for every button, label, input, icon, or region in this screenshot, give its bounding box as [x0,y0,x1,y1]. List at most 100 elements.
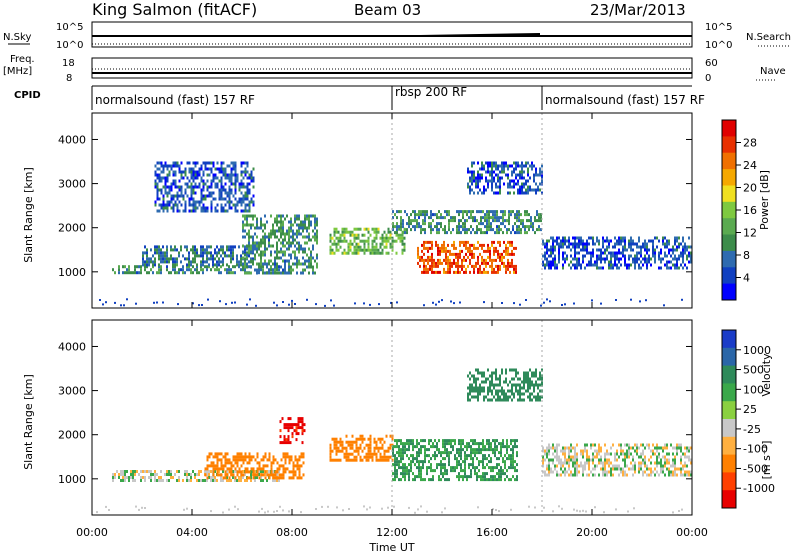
data-cell [258,461,261,465]
data-cell [490,442,492,446]
data-cell [396,228,398,232]
data-cell [218,257,220,261]
data-cell [474,219,476,223]
data-cell [475,395,477,399]
data-cell [562,263,564,267]
data-cell [464,454,466,458]
data-cell [220,271,222,275]
data-cell [296,458,299,462]
data-cell [445,270,447,274]
data-cell [236,173,239,177]
data-cell [470,463,472,467]
data-cell [381,507,383,510]
data-cell [300,476,303,480]
data-cell [333,242,336,246]
data-cell [220,161,223,165]
data-cell [230,473,233,477]
data-cell [508,466,510,470]
data-cell [515,182,517,186]
data-cell [144,268,146,272]
data-cell [496,228,498,232]
data-cell [272,458,275,462]
data-cell [618,242,620,246]
data-cell [250,265,252,269]
data-cell [288,303,290,306]
data-cell [389,230,392,234]
data-cell [592,242,594,246]
data-cell [582,509,584,512]
data-cell [294,458,297,462]
data-cell [212,470,215,474]
data-cell [469,246,471,250]
data-cell [468,454,470,458]
data-cell [574,470,576,474]
data-cell [222,188,225,192]
data-cell [377,227,380,231]
data-cell [312,244,314,248]
data-cell [206,254,208,258]
data-cell [395,239,398,243]
data-cell [196,170,199,174]
data-cell [521,173,523,177]
data-cell [232,167,235,171]
data-cell [517,161,519,165]
data-cell [379,437,382,441]
data-cell [497,267,499,271]
data-cell [501,176,503,180]
data-cell [310,265,312,269]
data-cell [451,252,453,256]
data-cell [192,257,194,261]
data-cell [481,386,483,390]
data-cell [406,439,408,443]
data-cell [638,446,640,450]
data-cell [688,470,690,474]
data-cell [432,469,434,473]
data-cell [256,476,258,479]
data-cell [448,457,450,461]
data-cell [570,470,572,474]
data-cell [620,449,622,453]
data-cell [596,260,598,264]
data-cell [174,185,177,189]
data-cell [449,261,451,265]
data-cell [387,458,390,462]
data-cell [270,259,272,263]
data-cell [447,243,449,247]
data-cell [690,458,692,462]
data-cell [162,170,165,174]
data-cell [180,170,183,174]
data-cell [447,258,449,262]
data-cell [572,245,574,249]
data-cell [385,233,388,237]
data-cell [485,161,487,165]
data-cell [114,476,116,479]
data-cell [477,270,479,274]
data-cell [480,451,482,455]
data-cell [381,437,384,441]
data-cell [543,506,545,509]
data-cell [509,380,511,384]
data-cell [644,464,646,468]
data-cell [276,253,278,257]
data-cell [262,467,265,471]
data-cell [489,161,491,165]
data-cell [484,213,486,217]
data-cell [206,257,208,261]
x-axis-label: Time UT [368,541,414,554]
data-blob [112,470,280,482]
data-cell [333,443,336,447]
data-cell [260,244,262,248]
data-cell [624,458,626,462]
data-cell [260,268,262,272]
data-cell [488,460,490,464]
data-cell [359,248,362,252]
data-cell [590,446,592,450]
data-cell [302,250,304,254]
power-ylabel: Slant Range [km] [22,167,35,263]
data-cell [156,173,159,177]
data-cell [481,246,483,250]
data-cell [624,455,626,459]
data-cell [273,301,275,304]
data-cell [654,467,656,471]
data-cell [624,248,626,252]
